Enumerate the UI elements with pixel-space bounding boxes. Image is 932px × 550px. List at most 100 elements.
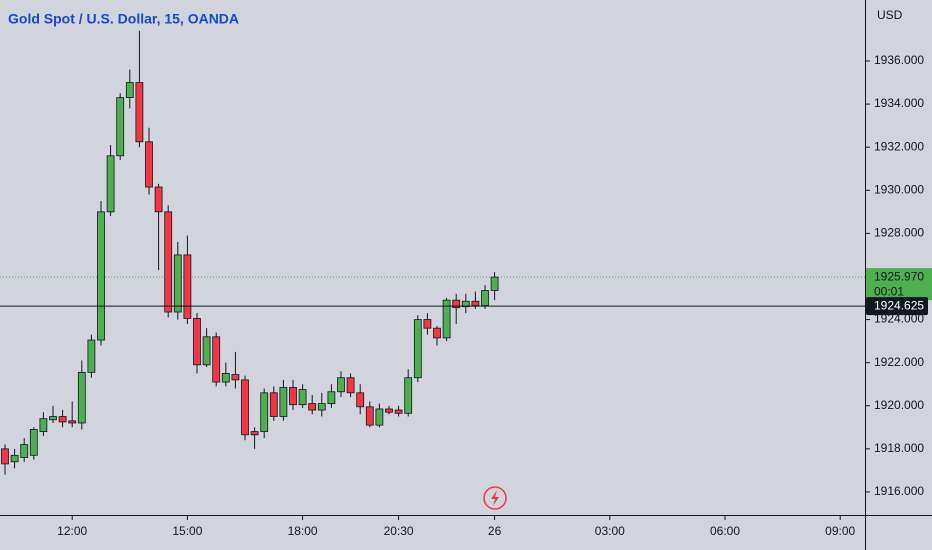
candle <box>68 401 77 428</box>
candle <box>193 313 201 374</box>
candle-body <box>413 319 422 379</box>
candle-body <box>20 444 29 458</box>
x-tick-label: 12:00 <box>57 524 87 538</box>
candle-body <box>193 318 201 366</box>
candle <box>49 405 57 423</box>
y-tick-label: 1922.000 <box>874 355 924 369</box>
candle-body <box>298 389 307 406</box>
candle-body <box>221 373 230 383</box>
crosshair-label: 1924.625 <box>874 298 924 312</box>
candle-body <box>346 377 355 394</box>
candle <box>394 405 403 417</box>
candle-body <box>173 254 182 313</box>
candle <box>481 285 489 309</box>
candle <box>164 205 173 318</box>
candle <box>10 448 19 469</box>
candle-body <box>58 416 67 423</box>
candle-body <box>269 392 278 417</box>
candle-body <box>250 431 259 436</box>
y-tick-label: 1932.000 <box>874 139 924 153</box>
candle-body <box>106 155 115 213</box>
candle-body <box>365 406 374 426</box>
last-price-box <box>866 268 932 301</box>
candle <box>106 145 115 217</box>
x-tick-label: 06:00 <box>710 524 740 538</box>
candle <box>1 444 9 475</box>
candle <box>308 394 317 415</box>
candle-body <box>461 300 470 308</box>
candle-body <box>125 82 134 99</box>
candle-body <box>77 371 86 424</box>
candle-body <box>212 336 221 383</box>
candle-body <box>385 408 393 413</box>
candle <box>375 403 384 428</box>
candle <box>337 371 345 398</box>
candle <box>77 360 86 430</box>
candle-body <box>49 416 57 421</box>
candle-body <box>29 429 38 456</box>
x-tick-label: 18:00 <box>288 524 318 538</box>
candle <box>385 405 393 415</box>
candle-body <box>490 276 499 291</box>
y-tick-label: 1930.000 <box>874 182 924 196</box>
candle-body <box>289 387 297 406</box>
y-tick-label: 1918.000 <box>874 441 924 455</box>
currency-label: USD <box>877 8 903 22</box>
candle <box>58 410 67 428</box>
candle <box>260 388 269 439</box>
candle <box>356 384 365 415</box>
crosshair-box <box>866 297 928 316</box>
candle <box>116 93 125 161</box>
y-tick-label: 1916.000 <box>874 484 924 498</box>
candle <box>327 384 336 408</box>
candle <box>423 313 432 335</box>
y-tick-label: 1936.000 <box>874 53 924 67</box>
candle <box>490 272 499 301</box>
plot-area <box>0 30 865 475</box>
candle <box>135 30 144 148</box>
candle-body <box>116 97 125 157</box>
candle <box>87 334 96 378</box>
candle <box>212 332 221 387</box>
candle <box>173 241 182 320</box>
candle-body <box>135 82 144 143</box>
x-tick-label: 09:00 <box>825 524 855 538</box>
candle-body <box>241 379 249 436</box>
candle-body <box>39 418 48 433</box>
candle-body <box>471 300 480 306</box>
candle-body <box>164 211 173 313</box>
candle-body <box>481 290 489 306</box>
candle-body <box>10 454 19 463</box>
candle-body <box>433 327 441 339</box>
candle <box>20 438 29 462</box>
candle-body <box>145 141 153 188</box>
y-tick-label: 1920.000 <box>874 398 924 412</box>
candle <box>250 427 259 449</box>
candle <box>433 326 441 346</box>
candle-body <box>87 339 96 373</box>
candle-body <box>154 186 163 213</box>
candle-body <box>279 387 288 417</box>
replay-icon[interactable] <box>483 486 507 510</box>
candle-body <box>337 377 345 393</box>
candle-body <box>423 319 432 329</box>
candle-body <box>260 392 269 433</box>
candle-body <box>1 448 9 465</box>
candle <box>317 392 326 417</box>
candle <box>365 401 374 428</box>
candle <box>279 379 288 421</box>
x-tick-label: 26 <box>488 524 502 538</box>
candle <box>145 127 153 195</box>
candle <box>346 373 355 398</box>
candle <box>231 351 240 389</box>
candle <box>221 362 230 387</box>
icon-bolt[interactable] <box>491 490 499 506</box>
candle <box>39 412 48 436</box>
chart-title: Gold Spot / U.S. Dollar, 15, OANDA <box>8 11 239 27</box>
candle <box>125 69 134 109</box>
candle-body <box>202 336 211 366</box>
candle-body <box>404 377 413 414</box>
